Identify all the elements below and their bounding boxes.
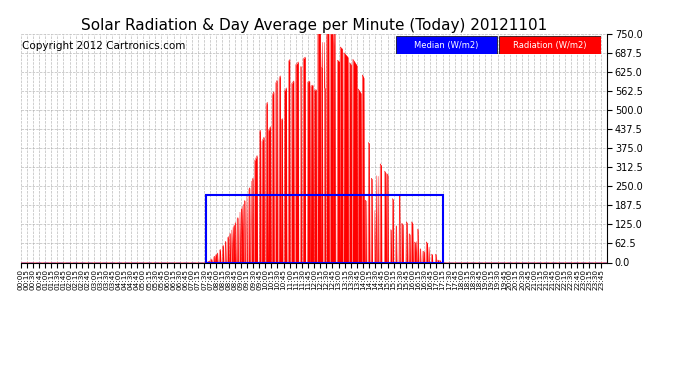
Title: Solar Radiation & Day Average per Minute (Today) 20121101: Solar Radiation & Day Average per Minute… — [81, 18, 547, 33]
Bar — [206, 195, 442, 262]
Text: Copyright 2012 Cartronics.com: Copyright 2012 Cartronics.com — [22, 40, 185, 51]
